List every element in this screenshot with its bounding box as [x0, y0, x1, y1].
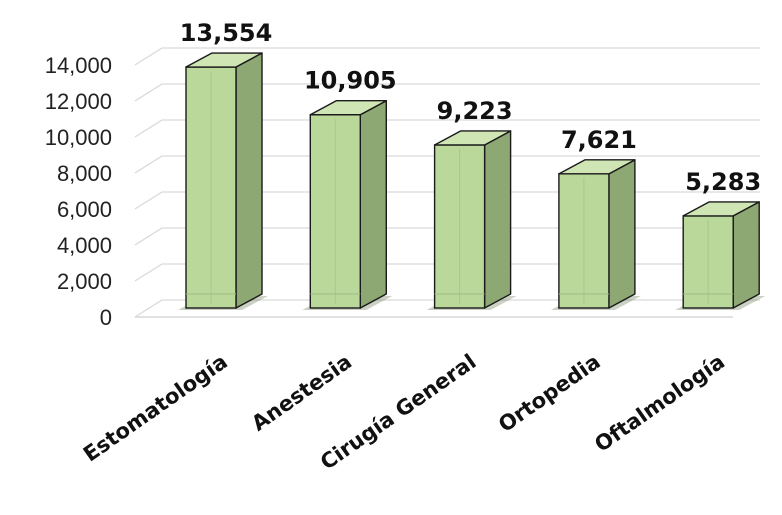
data-label: 7,621	[561, 126, 637, 154]
gridline	[134, 119, 760, 138]
data-label: 10,905	[304, 67, 397, 95]
bar-side	[359, 100, 387, 309]
category-label: Oftalmología	[590, 349, 729, 456]
y-tick-label: 12,000	[45, 89, 112, 114]
bar-top	[309, 100, 387, 116]
bar-side	[732, 201, 760, 309]
bar-top	[433, 130, 512, 146]
y-tick-label: 10,000	[45, 125, 112, 150]
bar-side	[235, 52, 263, 309]
gridline	[134, 155, 760, 174]
bar	[426, 130, 517, 310]
gridline	[134, 47, 760, 66]
category-label: Ortopedia	[494, 349, 605, 437]
data-label: 9,223	[437, 97, 513, 125]
data-labels: 13,554 10,905 9,223 7,621 5,283	[180, 19, 761, 196]
category-label: Anestesia	[247, 349, 356, 435]
bar	[178, 52, 268, 310]
data-label: 13,554	[180, 19, 273, 47]
y-tick-label: 8,000	[57, 161, 112, 186]
data-label: 5,283	[685, 168, 761, 196]
y-axis-tick-labels: 0 2,000 4,000 6,000 8,000 10,000 12,000 14,000	[45, 53, 112, 330]
bar	[302, 100, 393, 310]
bar-side	[483, 130, 512, 309]
gridline	[134, 83, 760, 102]
y-tick-label: 6,000	[57, 197, 112, 222]
bar	[675, 201, 766, 310]
gridlines	[134, 47, 760, 318]
bar-top	[558, 159, 636, 175]
bar	[550, 159, 641, 310]
y-tick-label: 0	[100, 305, 112, 330]
y-tick-label: 14,000	[45, 53, 112, 78]
bar-side	[608, 159, 636, 309]
y-tick-label: 2,000	[57, 269, 112, 294]
category-label: Estomatología	[79, 349, 232, 466]
bars	[178, 52, 766, 310]
bar-top	[185, 52, 263, 68]
y-tick-label: 4,000	[57, 233, 112, 258]
bar-top	[682, 201, 760, 217]
